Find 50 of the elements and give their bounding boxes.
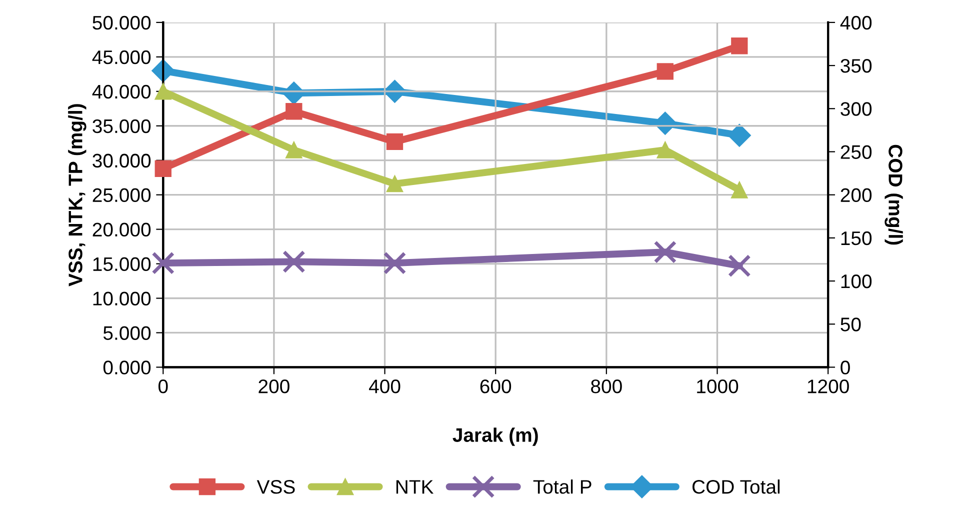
point bbox=[656, 63, 674, 80]
y-tick-label: 20.000 bbox=[92, 222, 151, 237]
y2-axis-title: COD (mg/l) bbox=[884, 144, 903, 245]
x-axis-title: Jarak (m) bbox=[452, 428, 538, 446]
y-tick-label: 15.000 bbox=[93, 257, 151, 272]
legend-label: COD Total bbox=[692, 479, 780, 494]
y-tick-label: 25.000 bbox=[92, 188, 151, 202]
y2-tick-label: 200 bbox=[840, 188, 872, 202]
x-tick-label: 400 bbox=[369, 380, 400, 394]
point bbox=[386, 175, 404, 192]
y-tick-label: 30.000 bbox=[92, 154, 151, 168]
point bbox=[731, 182, 748, 198]
point bbox=[286, 142, 302, 158]
legend-label: VSS bbox=[256, 480, 295, 494]
point bbox=[728, 124, 751, 147]
y2-tick-label: 150 bbox=[841, 231, 872, 246]
y2-tick-label: 350 bbox=[840, 59, 872, 73]
point bbox=[286, 103, 302, 120]
y-tick-label: 40.000 bbox=[92, 84, 151, 99]
x-tick-label: 600 bbox=[480, 380, 512, 394]
y2-tick-label: 300 bbox=[840, 102, 872, 116]
y-tick-label: 45.000 bbox=[92, 50, 151, 64]
y-tick-label: 0.000 bbox=[103, 360, 151, 374]
point bbox=[154, 83, 172, 100]
legend-label: Total P bbox=[533, 479, 592, 494]
legend-label: NTK bbox=[396, 480, 434, 494]
y2-tick-label: 250 bbox=[840, 145, 872, 159]
x-tick-label: 1200 bbox=[808, 380, 849, 394]
y2-tick-label: 400 bbox=[840, 16, 872, 30]
y-axis-title: VSS, NTK, TP (mg/l) bbox=[68, 104, 86, 286]
y2-tick-label: 50 bbox=[840, 318, 861, 332]
y2-tick-label: 100 bbox=[841, 274, 872, 288]
y-tick-label: 10.000 bbox=[93, 292, 151, 306]
point bbox=[728, 254, 751, 278]
y-tick-label: 35.000 bbox=[92, 119, 151, 134]
x-tick-label: 200 bbox=[258, 380, 290, 394]
x-tick-label: 0 bbox=[158, 380, 168, 394]
point bbox=[282, 250, 306, 274]
y2-tick-label: 0 bbox=[840, 360, 850, 374]
x-tick-label: 1000 bbox=[697, 380, 738, 394]
point bbox=[383, 252, 406, 275]
y-tick-label: 5.000 bbox=[103, 326, 151, 340]
point bbox=[654, 240, 677, 264]
point bbox=[386, 133, 404, 150]
point bbox=[656, 142, 674, 158]
x-tick-label: 800 bbox=[591, 380, 622, 394]
y-tick-label: 50.000 bbox=[92, 16, 151, 30]
point bbox=[154, 160, 172, 177]
point bbox=[731, 38, 748, 54]
point bbox=[152, 252, 175, 275]
